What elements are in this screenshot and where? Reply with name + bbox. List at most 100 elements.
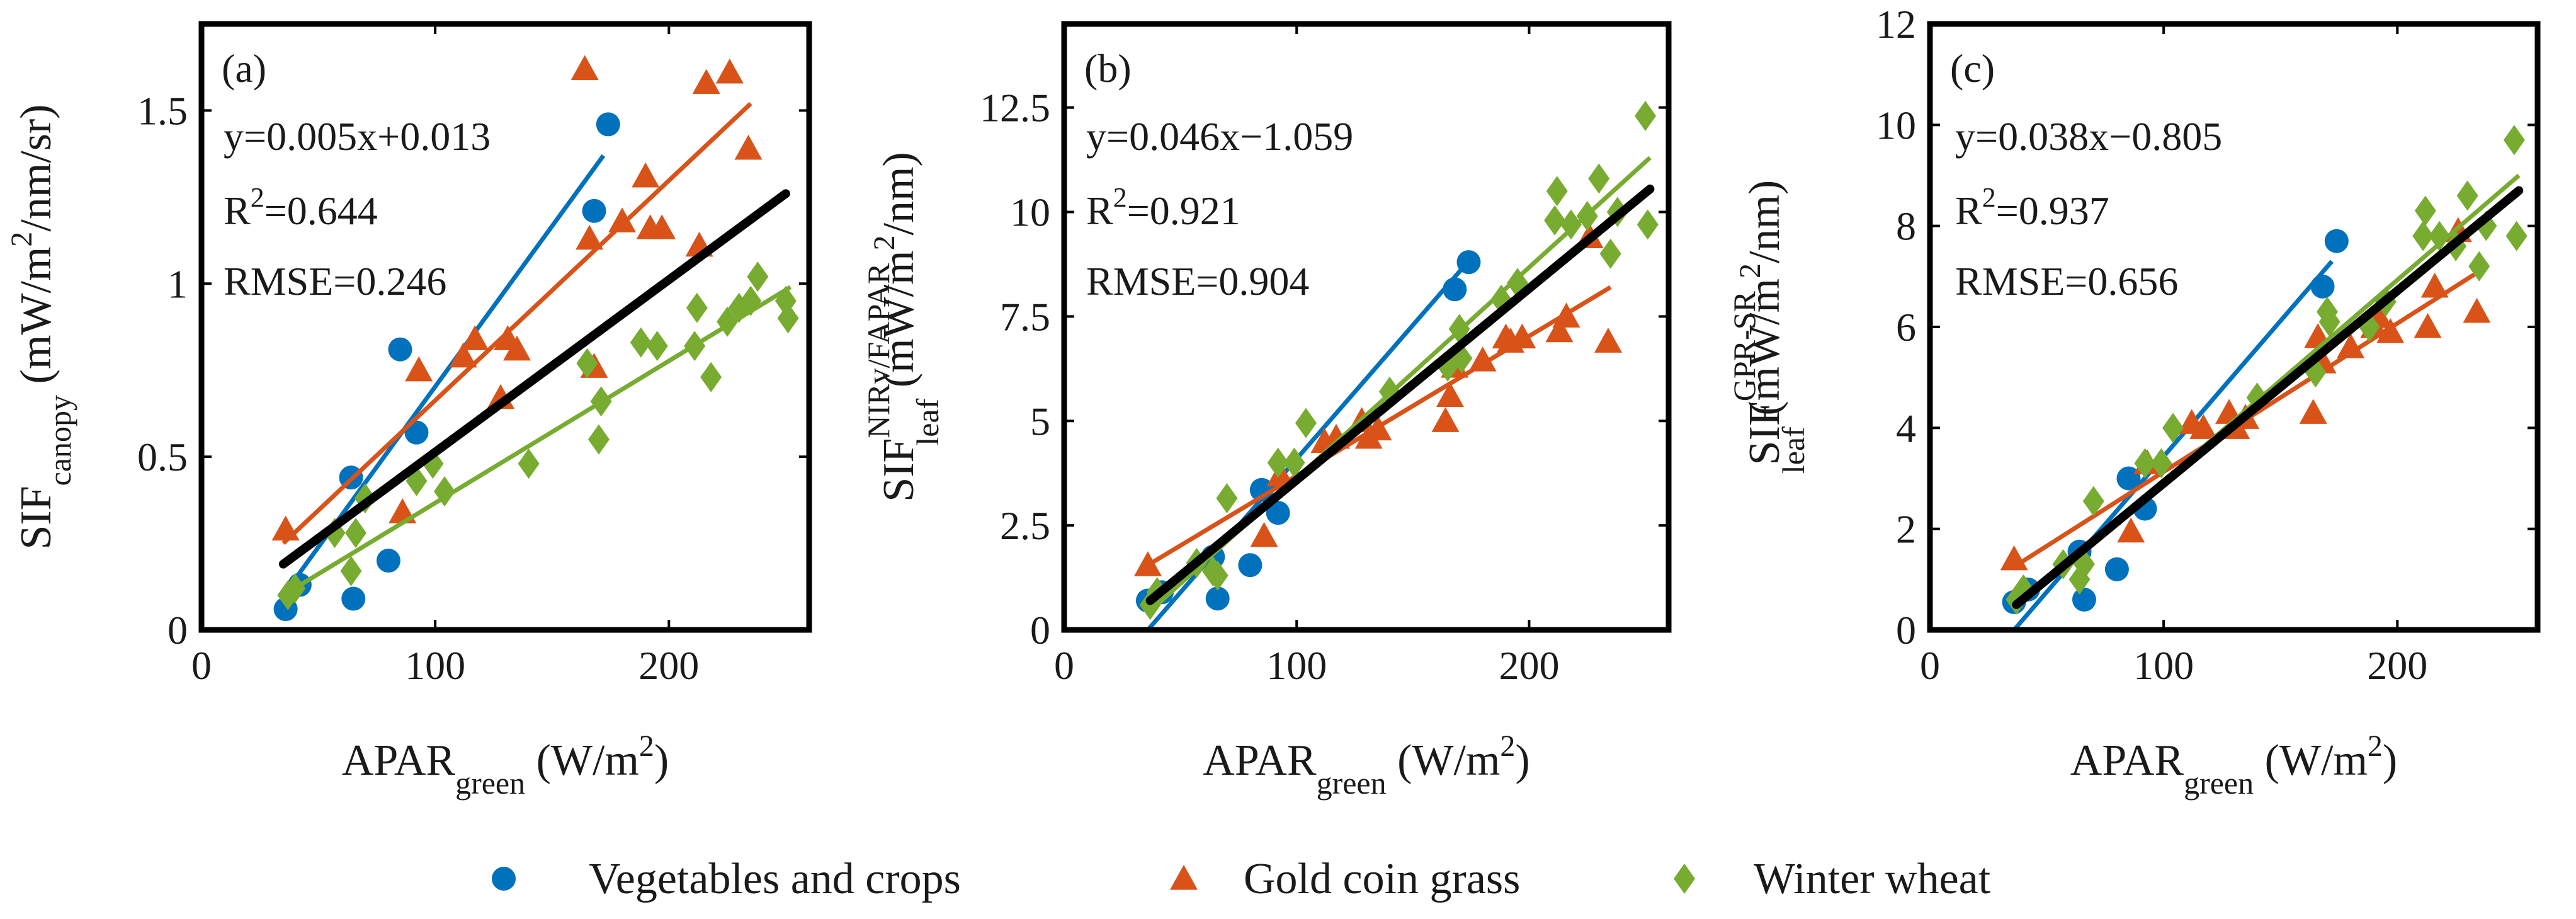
point-wheat [340,556,362,586]
point-vegetables [582,198,606,223]
panel-label: (a) [222,46,266,91]
point-wheat [1637,209,1659,240]
point-gold_coin [2189,414,2218,439]
point-wheat [284,573,306,604]
point-gold_coin [449,342,477,368]
x-tick-label: 200 [638,643,699,688]
point-gold_coin [576,224,604,250]
y-axis-label: SIFNIRv/FAPAR leaf (mW/m2/nm) [861,152,945,501]
point-gold_coin [632,162,660,188]
legend-item-gold_coin: Gold coin grass [1170,855,1520,903]
y-tick-label: 0 [1030,608,1050,653]
point-gold_coin [608,207,637,232]
plot-frame [1927,21,2541,633]
point-gold_coin [1364,415,1392,441]
point-wheat [2505,220,2528,251]
point-wheat [646,331,668,362]
point-gold_coin [1431,407,1460,432]
panel-label: (c) [1950,46,1995,91]
point-vegetables [1205,586,1230,611]
y-tick-label: 12.5 [980,86,1050,130]
point-wheat [2082,486,2104,517]
point-vegetables [1238,553,1262,578]
point-wheat [686,292,708,323]
point-gold_coin [2463,297,2491,323]
point-wheat [2456,180,2478,211]
point-vegetables [376,549,400,573]
legend-label-wheat: Winter wheat [1754,855,1991,903]
overall-fit-line [2012,186,2524,609]
y-tick-label: 12 [1876,2,1916,47]
fit-line-gold_coin [281,101,752,545]
x-tick-label: 200 [1499,643,1559,688]
point-wheat [1216,483,1238,514]
y-tick-label: 7.5 [1000,294,1050,339]
fit-line-wheat [282,285,792,598]
point-gold_coin [648,214,676,239]
point-wheat [2503,125,2525,156]
point-wheat [1206,560,1228,591]
legend-marker-wheat [1674,864,1695,894]
y-axis-label: SIFcanopy (mW/m2/nm/sr) [5,104,77,549]
point-wheat [777,303,799,334]
point-vegetables [1249,477,1274,502]
point-wheat [2412,220,2434,251]
y-tick-label: 0 [167,608,188,653]
point-wheat [2134,448,2156,479]
point-wheat [747,261,769,292]
point-wheat [1544,205,1566,236]
point-gold_coin [2117,517,2145,543]
point-gold_coin [1468,346,1497,372]
point-vegetables [341,586,366,611]
x-axis-label: APARgreen (W/m2) [1203,729,1529,801]
point-gold_coin [2376,318,2405,343]
y-tick-label: 6 [1896,305,1916,350]
point-gold_coin [2414,313,2442,338]
r-squared: R2=0.937 [1955,182,2109,233]
x-tick-label: 100 [1266,643,1327,688]
point-wheat [344,518,366,549]
point-wheat [518,448,540,479]
point-gold_coin [1594,328,1622,353]
point-wheat [717,306,739,337]
rmse: RMSE=0.656 [1955,259,2178,304]
legend-marker-gold_coin [1170,865,1198,890]
point-wheat [1576,201,1598,232]
point-wheat [630,327,652,358]
series-vegetables [273,112,620,622]
rmse: RMSE=0.246 [224,259,446,304]
point-vegetables [2324,229,2349,253]
point-wheat [434,476,455,507]
legend-marker-vegetables [492,867,516,891]
point-wheat [700,362,722,392]
point-gold_coin [2299,399,2327,424]
y-axis-label: SIFGPR-SRleaf (mW/m2/nm) [1727,180,1811,474]
point-gold_coin [461,325,489,350]
point-gold_coin [503,335,531,361]
point-gold_coin [2337,333,2365,358]
point-wheat [1599,238,1621,269]
point-gold_coin [1545,317,1574,343]
x-tick-label: 100 [2133,643,2194,688]
plot-frame [1061,21,1672,633]
point-vegetables [2310,274,2335,299]
point-wheat [2318,306,2341,337]
x-tick-label: 0 [1920,643,1940,688]
y-tick-label: 0.5 [137,435,188,479]
y-tick-label: 10 [1010,190,1050,235]
panels: 0 100 20000.511.5(a)y=0.005x+0.013R2=0.644… [5,2,2541,801]
equation: y=0.005x+0.013 [224,114,491,159]
point-vegetables [1456,250,1481,275]
x-tick-label: 200 [2367,643,2427,688]
point-wheat [587,424,610,455]
point-gold_coin [1508,323,1536,349]
point-gold_coin [1436,382,1464,408]
r-squared: R2=0.921 [1086,182,1240,233]
x-tick-label: 0 [191,643,212,688]
point-vegetables [2104,557,2129,581]
point-gold_coin [692,69,720,94]
point-vegetables [596,112,620,137]
point-wheat [590,386,612,417]
equation: y=0.038x−0.805 [1955,114,2222,159]
